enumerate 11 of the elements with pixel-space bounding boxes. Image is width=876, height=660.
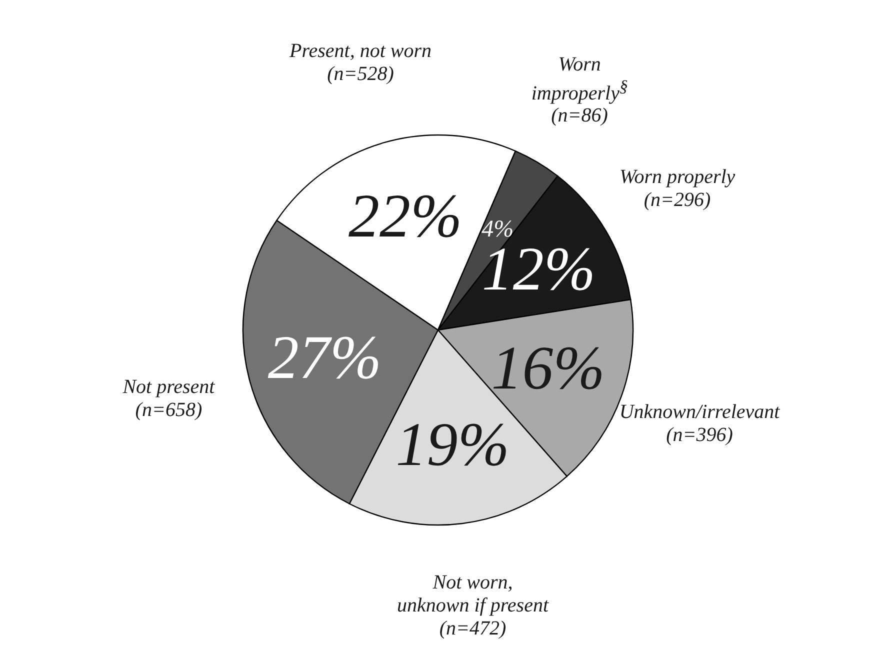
slice-label: Not worn, unknown if present (n=472) bbox=[397, 571, 548, 640]
data-label: 4% bbox=[482, 216, 514, 242]
data-label: 27% bbox=[268, 324, 382, 392]
slice-label: Worn improperly$^{§}$ (n=86) bbox=[531, 53, 628, 128]
slice-label: Unknown/irrelevant (n=396) bbox=[619, 401, 780, 448]
slice-label: Not present (n=658) bbox=[122, 376, 215, 422]
slice-label: Present, not worn (n=528) bbox=[289, 40, 432, 86]
data-label: 19% bbox=[396, 411, 510, 480]
data-label: 16% bbox=[491, 334, 605, 403]
data-label: 22% bbox=[348, 182, 462, 251]
slice-label: Worn properly (n=296) bbox=[619, 166, 736, 212]
